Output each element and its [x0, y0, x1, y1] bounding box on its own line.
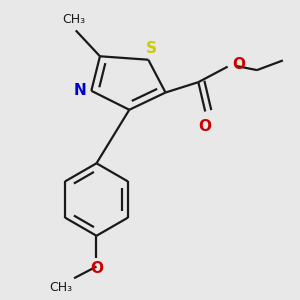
Text: N: N — [74, 83, 86, 98]
Text: CH₃: CH₃ — [49, 281, 72, 294]
Text: O: O — [90, 261, 103, 276]
Text: S: S — [146, 40, 157, 56]
Text: CH₃: CH₃ — [62, 13, 86, 26]
Text: O: O — [232, 57, 245, 72]
Text: O: O — [199, 119, 212, 134]
